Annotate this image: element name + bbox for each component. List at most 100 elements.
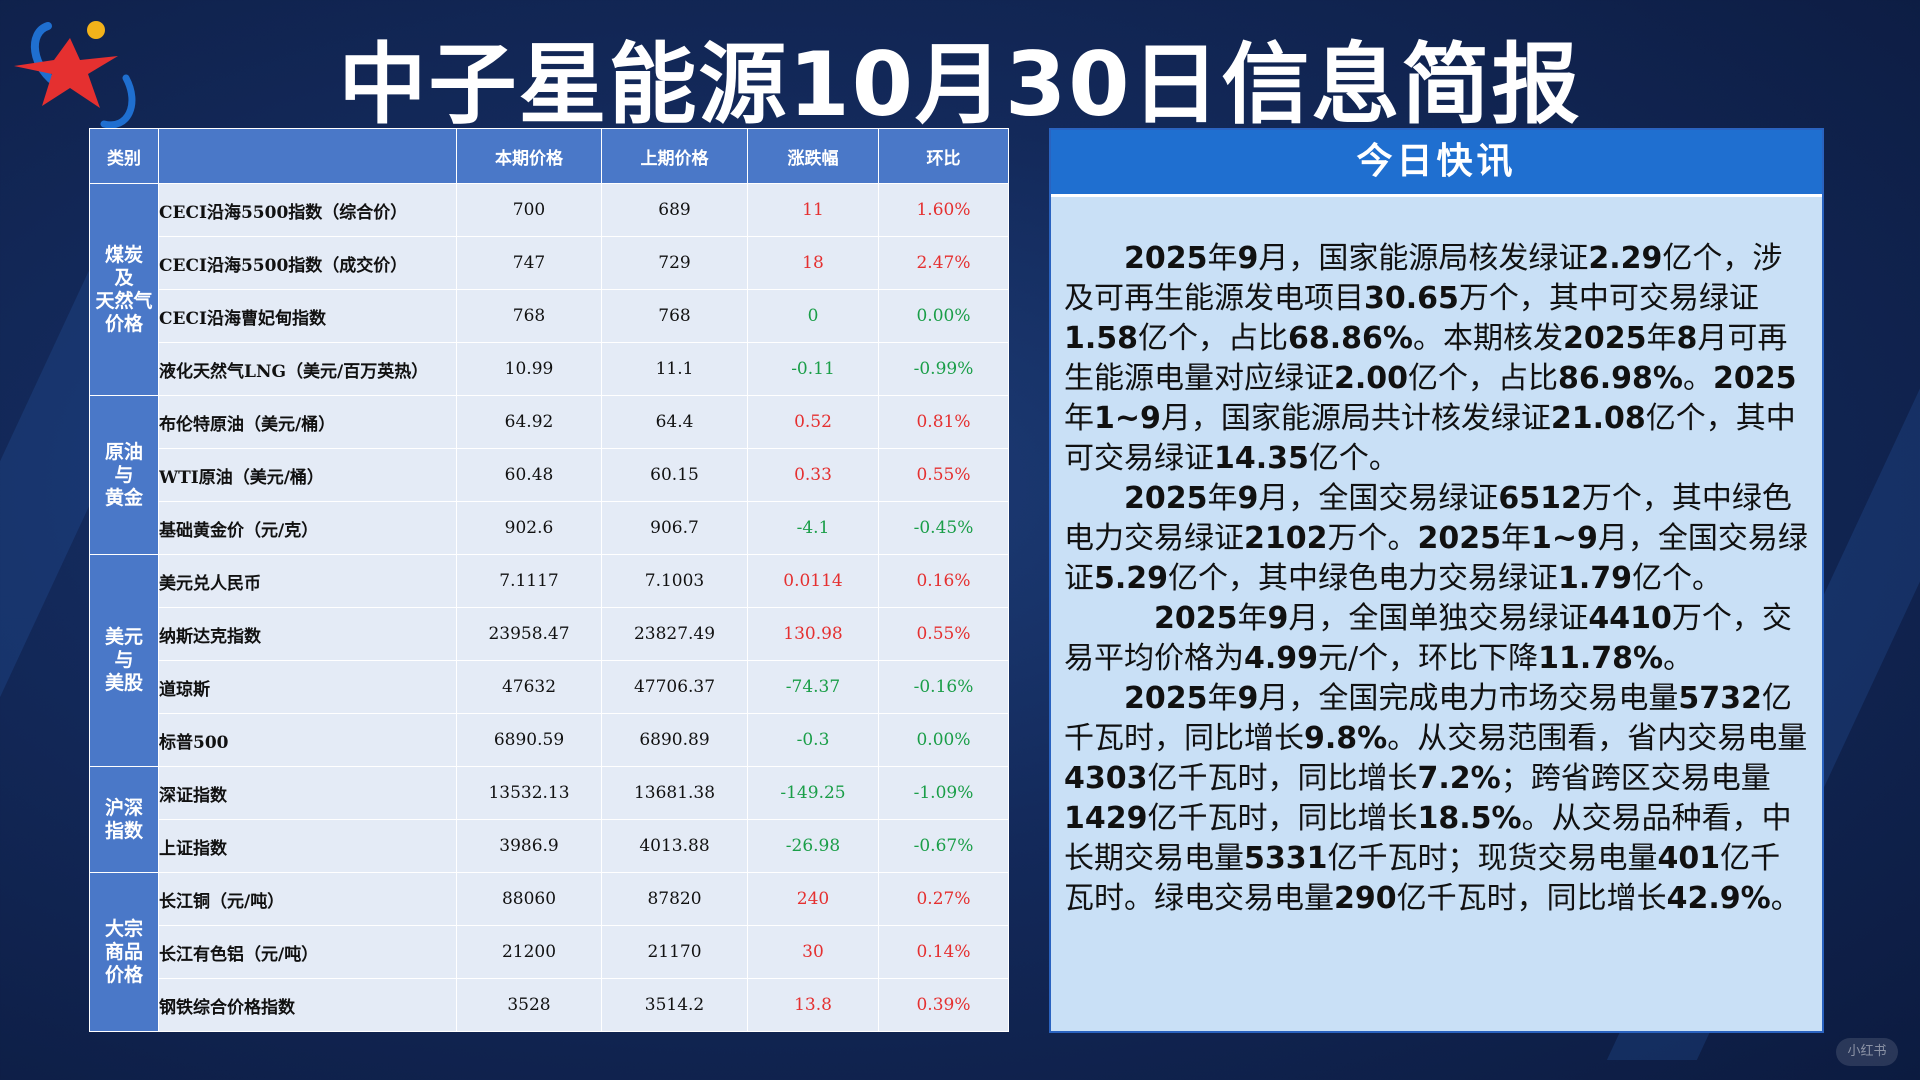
previous-price-cell: 4013.88 [601,819,748,873]
mom-cell: 0.00% [878,713,1009,767]
previous-price-cell: 7.1003 [601,554,748,608]
previous-price-cell: 906.7 [601,501,748,555]
news-highlight: 4410 [1588,601,1672,636]
change-cell: -0.3 [747,713,879,767]
previous-price-cell: 60.15 [601,448,748,502]
news-text [1064,601,1154,636]
news-text: 。 [1682,361,1713,396]
news-highlight: 2025 [1154,601,1238,636]
news-highlight: 1.58 [1064,321,1139,356]
current-price-cell: 7.1117 [456,554,602,608]
table-row: 标普500 6890.59 6890.89 -0.3 0.00% [90,713,1009,767]
current-price-cell: 3986.9 [456,819,602,873]
news-highlight: 2025 [1712,361,1797,396]
news-text: 亿个，其中绿色电力交易绿证 [1168,561,1559,596]
current-price-cell: 10.99 [456,342,602,396]
news-paragraph: 2025年9月，全国单独交易绿证4410万个，交易平均价格为4.99元/个，环比… [1064,599,1808,679]
previous-price-cell: 21170 [601,925,748,979]
news-highlight: 30.65 [1364,281,1459,316]
news-text: 年 [1646,321,1677,356]
news-paragraph: 2025年9月，全国完成电力市场交易电量5732亿千瓦时，同比增长9.8%。从交… [1064,679,1808,919]
table-row: 美元 与 美股 美元兑人民币 7.1117 7.1003 0.0114 0.16% [89,554,1009,767]
news-highlight: 5.29 [1094,561,1169,596]
current-price-cell: 747 [456,236,602,290]
previous-price-cell: 729 [601,236,748,290]
news-body: 2025年9月，国家能源局核发绿证2.29亿个，涉及可再生能源发电项目30.65… [1051,197,1822,919]
change-cell: 0.33 [747,448,879,502]
item-name-cell: CECI沿海5500指数（综合价） [158,183,457,237]
news-highlight: 5732 [1678,681,1762,716]
market-price-table: 类别 本期价格 上期价格 涨跌幅 环比 煤炭 及 天然气 价格 CECI沿海550… [89,128,1009,1032]
previous-price-cell: 13681.38 [601,766,748,820]
change-cell: 30 [747,925,879,979]
watermark-logo: 小红书 [1836,1038,1898,1066]
news-highlight: 1~9 [1094,401,1161,436]
item-name-cell: 纳斯达克指数 [158,607,457,661]
news-text: 月，全国完成电力市场交易电量 [1258,681,1679,716]
news-highlight: 9 [1237,241,1259,276]
news-text: 亿千瓦时，同比增长 [1147,761,1418,796]
news-paragraph: 2025年9月，国家能源局核发绿证2.29亿个，涉及可再生能源发电项目30.65… [1064,239,1808,479]
news-text: 月，国家能源局共计核发绿证 [1160,401,1551,436]
change-cell: 0.52 [747,395,879,449]
news-text: 月，全国交易绿证 [1064,521,1808,596]
header-category: 类别 [89,128,159,184]
change-cell: 13.8 [747,978,879,1032]
change-cell: -26.98 [747,819,879,873]
news-highlight: 2102 [1244,521,1328,556]
mom-cell: 2.47% [878,236,1009,290]
category-cell: 煤炭 及 天然气 价格 [89,183,159,396]
news-text: ；跨省跨区交易电量 [1500,761,1771,796]
header-previous-price: 上期价格 [601,128,748,184]
news-text: 月，全国交易绿证 [1258,481,1499,516]
previous-price-cell: 47706.37 [601,660,748,714]
table-row: CECI沿海曹妃甸指数 768 768 0 0.00% [90,289,1009,343]
news-highlight: 8 [1676,321,1698,356]
current-price-cell: 768 [456,289,602,343]
item-name-cell: 标普500 [158,713,457,767]
table-row: WTI原油（美元/桶） 60.48 60.15 0.33 0.55% [90,448,1009,502]
previous-price-cell: 3514.2 [601,978,748,1032]
news-text: 。 [1770,881,1801,916]
current-price-cell: 902.6 [456,501,602,555]
change-cell: 11 [747,183,879,237]
table-row: CECI沿海5500指数（成交价） 747 729 18 2.47% [90,236,1009,290]
news-highlight: 68.86% [1288,321,1413,356]
category-cell: 大宗 商品 价格 [89,872,159,1032]
news-text [1064,481,1124,516]
previous-price-cell: 768 [601,289,748,343]
previous-price-cell: 23827.49 [601,607,748,661]
change-cell: 18 [747,236,879,290]
mom-cell: 1.60% [878,183,1009,237]
mom-cell: 0.55% [878,448,1009,502]
previous-price-cell: 6890.89 [601,713,748,767]
mom-cell: 0.81% [878,395,1009,449]
item-name-cell: 钢铁综合价格指数 [158,978,457,1032]
news-panel: 今日快讯 2025年9月，国家能源局核发绿证2.29亿个，涉及可再生能源发电项目… [1049,128,1824,1033]
news-highlight: 6512 [1498,481,1582,516]
change-cell: 240 [747,872,879,926]
item-name-cell: WTI原油（美元/桶） [158,448,457,502]
news-text: 亿千瓦时，同比增长 [1147,801,1418,836]
mom-cell: 0.39% [878,978,1009,1032]
item-name-cell: 长江铜（元/吨） [158,872,457,926]
news-highlight: 9 [1267,601,1289,636]
page-title: 中子星能源10月30日信息简报 [338,33,1582,136]
news-text: 。 [1663,641,1694,676]
item-name-cell: 液化天然气LNG（美元/百万英热） [158,342,457,396]
current-price-cell: 88060 [456,872,602,926]
table-row: 煤炭 及 天然气 价格 CECI沿海5500指数（综合价） 700 689 11 1.60… [89,183,1009,396]
news-highlight: 1~9 [1531,521,1598,556]
news-text: 亿千瓦时，同比增长 [1064,681,1792,756]
current-price-cell: 13532.13 [456,766,602,820]
news-highlight: 401 [1657,841,1721,876]
header-item [158,128,457,184]
item-name-cell: 上证指数 [158,819,457,873]
news-text: 亿千瓦时，同比增长 [1396,881,1667,916]
news-highlight: 9 [1237,681,1259,716]
mom-cell: -1.09% [878,766,1009,820]
table-row: 沪深 指数 深证指数 13532.13 13681.38 -149.25 -1.09% [89,766,1009,873]
news-text [1064,681,1124,716]
item-name-cell: 基础黄金价（元/克） [158,501,457,555]
mom-cell: -0.99% [878,342,1009,396]
